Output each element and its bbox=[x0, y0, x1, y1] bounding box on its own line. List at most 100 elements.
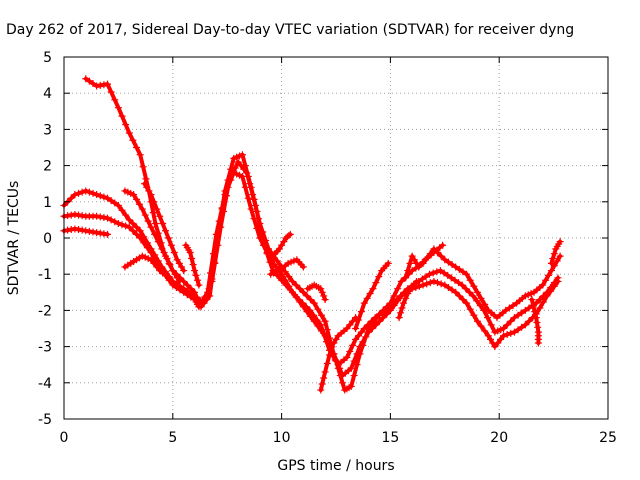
data-point bbox=[514, 326, 522, 334]
data-point bbox=[556, 238, 564, 246]
data-point bbox=[150, 198, 158, 206]
data-point bbox=[285, 273, 293, 281]
data-point bbox=[125, 129, 133, 137]
data-point bbox=[318, 380, 326, 388]
data-point bbox=[350, 357, 358, 365]
data-point bbox=[104, 214, 112, 222]
data-point bbox=[176, 286, 184, 294]
data-point bbox=[462, 285, 470, 293]
grid-lines bbox=[64, 57, 608, 419]
series-arc-15 bbox=[395, 277, 421, 322]
x-tick-label: 10 bbox=[273, 430, 291, 446]
data-point bbox=[104, 230, 112, 238]
data-point bbox=[299, 263, 307, 271]
data-point bbox=[100, 81, 108, 89]
x-tick-label: 25 bbox=[599, 430, 617, 446]
data-point bbox=[397, 309, 405, 317]
data-point bbox=[386, 306, 394, 314]
data-point bbox=[368, 317, 376, 325]
data-point bbox=[67, 226, 75, 234]
data-point bbox=[536, 304, 544, 312]
data-point bbox=[141, 211, 149, 219]
data-point bbox=[397, 292, 405, 300]
data-point bbox=[423, 280, 431, 288]
x-tick-label: 20 bbox=[490, 430, 508, 446]
data-point bbox=[347, 382, 355, 390]
data-point bbox=[539, 298, 547, 306]
series-line bbox=[397, 279, 419, 320]
data-point bbox=[169, 281, 177, 289]
data-point bbox=[307, 312, 315, 320]
data-point bbox=[525, 317, 533, 325]
data-point bbox=[532, 314, 540, 322]
data-point bbox=[533, 318, 541, 326]
series-arc-10 bbox=[267, 256, 307, 278]
data-point bbox=[147, 256, 155, 264]
data-point bbox=[545, 271, 553, 279]
data-point bbox=[507, 317, 515, 325]
data-point bbox=[64, 212, 72, 220]
data-point bbox=[473, 317, 481, 325]
data-point bbox=[118, 112, 126, 120]
data-point bbox=[195, 281, 203, 289]
data-point bbox=[159, 220, 167, 228]
data-point bbox=[346, 321, 354, 329]
data-point bbox=[167, 241, 175, 249]
data-point bbox=[249, 191, 257, 199]
data-point bbox=[521, 321, 529, 329]
data-point bbox=[480, 306, 488, 314]
data-point bbox=[347, 364, 355, 372]
data-point bbox=[193, 276, 201, 284]
data-point bbox=[136, 227, 144, 235]
data-point bbox=[78, 188, 86, 196]
data-point bbox=[491, 343, 499, 351]
data-point bbox=[89, 189, 97, 197]
data-point bbox=[363, 294, 371, 302]
data-point bbox=[448, 261, 456, 269]
data-point bbox=[263, 248, 271, 256]
data-point bbox=[328, 343, 336, 351]
data-point bbox=[296, 285, 304, 293]
data-point bbox=[399, 299, 407, 307]
data-point bbox=[543, 292, 551, 300]
data-point bbox=[180, 267, 188, 275]
data-point bbox=[107, 88, 115, 96]
data-point bbox=[243, 169, 251, 177]
data-point bbox=[529, 302, 537, 310]
y-tick-label: 4 bbox=[43, 86, 52, 102]
data-point bbox=[96, 213, 104, 221]
data-point bbox=[82, 187, 90, 195]
data-point bbox=[89, 80, 97, 88]
data-point bbox=[547, 267, 555, 275]
data-point bbox=[398, 304, 406, 312]
data-point bbox=[162, 252, 170, 260]
data-point bbox=[147, 223, 155, 231]
data-point bbox=[410, 256, 418, 264]
data-point bbox=[553, 257, 561, 265]
series-arc-17 bbox=[547, 238, 564, 267]
data-point bbox=[241, 183, 249, 191]
data-point bbox=[321, 317, 329, 325]
data-point bbox=[473, 297, 481, 305]
data-point bbox=[359, 338, 367, 346]
data-point bbox=[71, 225, 79, 233]
data-point bbox=[142, 175, 150, 183]
data-point bbox=[324, 338, 332, 346]
data-point bbox=[64, 226, 72, 234]
series-arc-3 bbox=[60, 169, 562, 380]
data-point bbox=[390, 302, 398, 310]
data-point bbox=[413, 277, 421, 285]
data-point bbox=[221, 191, 229, 199]
series-arc-14 bbox=[402, 241, 447, 282]
data-point bbox=[325, 351, 333, 359]
data-point bbox=[356, 343, 364, 351]
data-point bbox=[360, 325, 368, 332]
y-tick-label: -1 bbox=[38, 267, 52, 283]
data-point bbox=[383, 310, 391, 318]
data-point bbox=[466, 276, 474, 284]
data-point bbox=[215, 217, 223, 225]
data-point bbox=[281, 268, 289, 276]
data-point bbox=[426, 270, 434, 278]
